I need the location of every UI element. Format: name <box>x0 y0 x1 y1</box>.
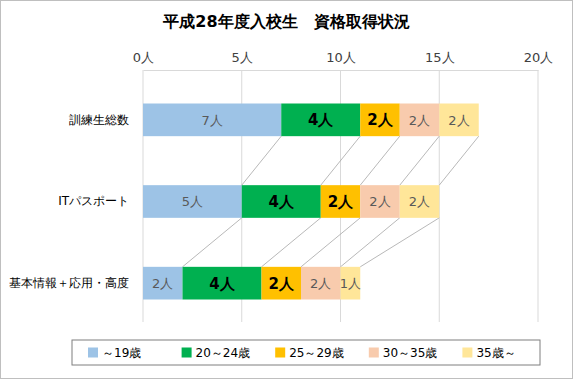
tick-label: 0人 <box>133 50 154 65</box>
connector-line <box>301 218 360 267</box>
legend-swatch <box>88 348 98 358</box>
connector-line <box>262 218 321 267</box>
legend-label: 20～24歳 <box>196 346 251 360</box>
legend-label: ～19歳 <box>102 346 141 360</box>
data-label: 4人 <box>308 111 334 129</box>
connector-line <box>341 218 400 267</box>
tick: 15人 <box>425 50 455 70</box>
legend-label: 25～29歳 <box>289 346 344 360</box>
legend-label: 35歳～ <box>476 346 515 360</box>
connector-line <box>183 218 242 267</box>
legend-swatch <box>369 348 379 358</box>
data-labels: 7人 5人 2人 4人 4人 4人 2人 2人 2人 2人 2人 2人 2人 2人 1人 <box>152 111 470 292</box>
tick: 5人 <box>232 50 253 70</box>
data-label: 5人 <box>182 194 203 209</box>
legend-frame <box>72 340 540 365</box>
data-label: 4人 <box>209 275 235 293</box>
connector-line <box>439 136 479 185</box>
category-label: 訓練生総数 <box>69 113 129 127</box>
bar-segment <box>400 185 440 218</box>
bar-segment <box>183 267 262 300</box>
bar-segment <box>360 185 400 218</box>
bar-segment <box>341 267 361 300</box>
legend-swatch <box>182 348 192 358</box>
bar-segment <box>400 104 440 137</box>
data-label: 4人 <box>269 193 295 211</box>
data-label: 2人 <box>310 276 331 291</box>
chart-title: 平成28年度入校生 資格取得状況 <box>162 12 409 31</box>
connector-line <box>360 218 439 267</box>
grid-line <box>538 70 539 322</box>
legend-swatch <box>462 348 472 358</box>
bar-segment <box>262 267 302 300</box>
bar-segment <box>281 104 360 137</box>
legend-swatch <box>275 348 285 358</box>
tick: 基本情報＋応用・高度 <box>9 276 143 290</box>
grid <box>143 70 538 322</box>
bar-segment <box>143 185 242 218</box>
legend: ～19歳 20～24歳 25～29歳 30～35歳 35歳～ <box>72 340 540 365</box>
connector-line <box>360 136 400 185</box>
bar-segment <box>321 185 361 218</box>
data-label: 1人 <box>340 276 361 291</box>
connector-line <box>321 136 361 185</box>
plot-area <box>143 104 479 300</box>
tick: 10人 <box>326 50 356 70</box>
axis-line <box>144 70 539 71</box>
tick-label: 20人 <box>524 50 554 65</box>
chart: 平成28年度入校生 資格取得状況 0人 5人 10人 15人 20人訓練生総数 ITパスポー… <box>0 0 573 379</box>
data-label: 2人 <box>328 193 354 211</box>
legend-label: 30～35歳 <box>383 346 438 360</box>
data-label: 2人 <box>448 113 469 128</box>
bar-segment <box>143 104 281 137</box>
x-axis: 0人 5人 10人 15人 20人 <box>133 50 553 71</box>
connector-line <box>400 136 440 185</box>
data-label: 2人 <box>409 113 430 128</box>
data-label: 2人 <box>367 111 393 129</box>
bar-segment <box>143 267 183 300</box>
bar-segment <box>360 104 400 137</box>
tick: 訓練生総数 <box>69 113 143 127</box>
category-label: ITパスポート <box>58 194 129 208</box>
connector-line <box>242 136 282 185</box>
tick: 20人 <box>524 50 554 70</box>
tick: ITパスポート <box>58 194 143 208</box>
tick-label: 5人 <box>232 50 253 65</box>
tick: 0人 <box>133 50 154 70</box>
data-label: 7人 <box>201 113 222 128</box>
bar-segment <box>242 185 321 218</box>
data-label: 2人 <box>409 194 430 209</box>
y-axis: 訓練生総数 ITパスポート基本情報＋応用・高度 <box>9 113 143 290</box>
category-label: 基本情報＋応用・高度 <box>9 276 129 290</box>
tick-label: 10人 <box>326 50 356 65</box>
tick-label: 15人 <box>425 50 455 65</box>
data-label: 2人 <box>369 194 390 209</box>
data-label: 2人 <box>269 275 295 293</box>
bar-segment <box>439 104 479 137</box>
chart-frame <box>1 1 573 379</box>
data-label: 2人 <box>152 276 173 291</box>
bar-segment <box>301 267 341 300</box>
